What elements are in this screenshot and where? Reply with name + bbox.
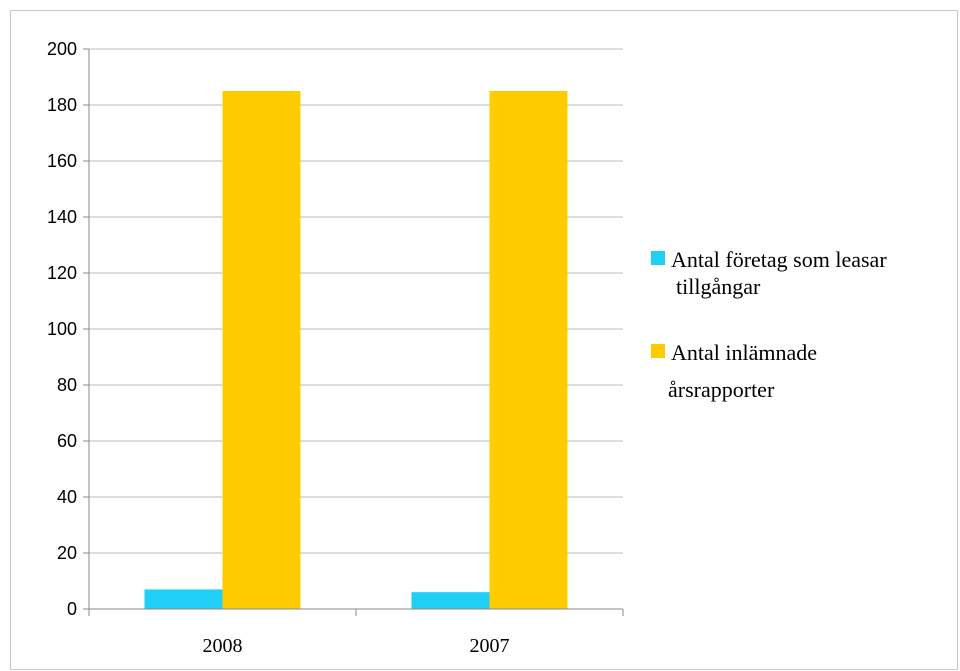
- y-tick-label: 60: [57, 431, 77, 451]
- y-tick-label: 120: [47, 263, 77, 283]
- legend-label: årsrapporter: [668, 377, 775, 402]
- y-tick-label: 20: [57, 543, 77, 563]
- y-tick-label: 180: [47, 95, 77, 115]
- bar: [222, 91, 301, 609]
- y-axis: 0 20 40 60 80 100 120 140 160 180 200: [47, 39, 90, 619]
- bar: [411, 592, 490, 609]
- chart-frame: [10, 10, 958, 670]
- y-tick-label: 40: [57, 487, 77, 507]
- y-tick-label: 160: [47, 151, 77, 171]
- legend-label: tillgångar: [676, 274, 761, 299]
- x-tick-label: 2007: [470, 635, 510, 657]
- x-axis: 2008 2007: [88, 608, 624, 657]
- legend-label: Antal inlämnade: [671, 340, 817, 365]
- legend-label: Antal företag som leasar: [671, 247, 887, 272]
- y-tick-label: 100: [47, 319, 77, 339]
- legend-swatch: [651, 344, 665, 358]
- y-tick-label: 140: [47, 207, 77, 227]
- y-tick-label: 0: [67, 599, 77, 619]
- legend-swatch: [651, 251, 665, 265]
- y-tick-label: 200: [47, 39, 77, 59]
- bars: [144, 91, 568, 609]
- y-tick-label: 80: [57, 375, 77, 395]
- bar: [144, 589, 223, 609]
- bar: [489, 91, 568, 609]
- x-tick-label: 2008: [203, 635, 243, 657]
